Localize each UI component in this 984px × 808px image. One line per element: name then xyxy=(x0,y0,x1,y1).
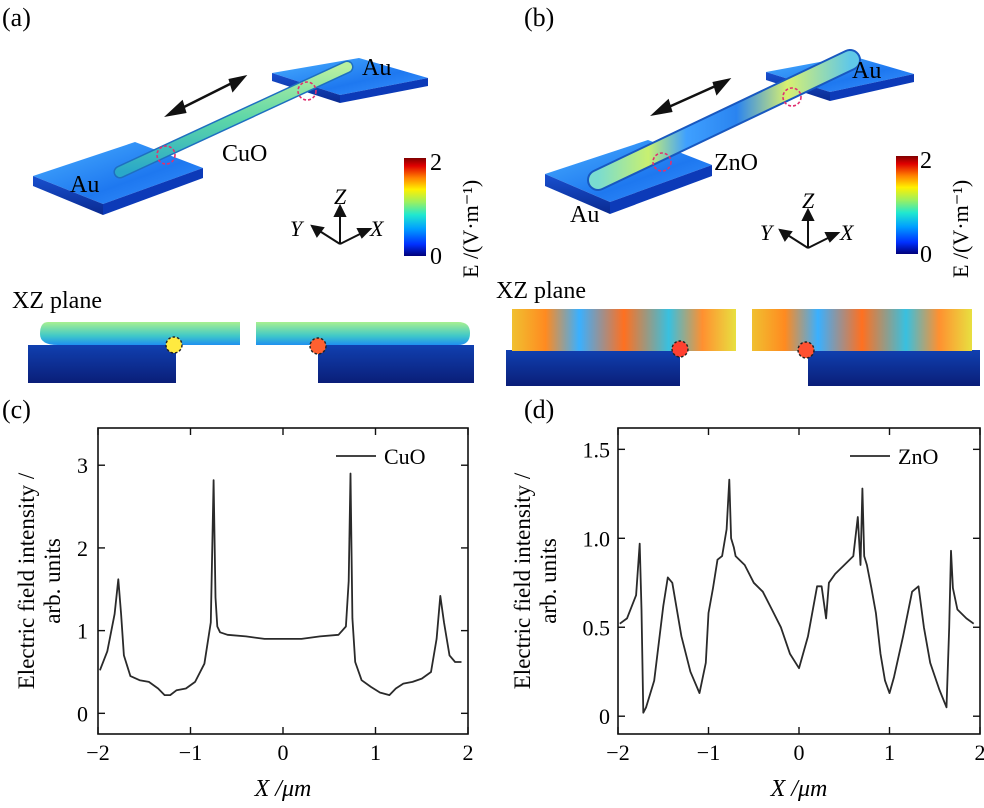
colorbar-min: 0 xyxy=(430,244,442,270)
axis-y-label: Y xyxy=(290,216,305,241)
colorbar-label: E /(V·m⁻¹) xyxy=(458,180,483,278)
axes-glyph-icon xyxy=(310,203,373,245)
series-line xyxy=(619,478,975,714)
x-tick-label: 1 xyxy=(370,740,381,765)
x-tick-label: −2 xyxy=(606,740,629,765)
double-arrow-icon xyxy=(164,75,248,117)
colorbar-label: E /(V·m⁻¹) xyxy=(948,180,973,278)
zno-nanowire xyxy=(587,49,861,191)
hotspot-marker xyxy=(782,87,802,107)
hotspot-marker xyxy=(671,340,689,358)
colorbar-max: 2 xyxy=(430,150,442,176)
plot-frame xyxy=(97,427,469,735)
au-label-b-left: Au xyxy=(570,202,599,228)
panel-d-letter: (d) xyxy=(524,395,554,424)
x-tick-label: −1 xyxy=(179,740,202,765)
au-label-b-right: Au xyxy=(852,58,881,84)
chart-zno: −2 −1 0 1 2 0 0.5 1.0 1.5 ZnO X /μm Electric field … xyxy=(510,427,984,802)
x-tick-label: 0 xyxy=(794,740,805,765)
axes-glyph-icon xyxy=(778,207,841,249)
axis-z-label: Z xyxy=(334,184,347,209)
y-tick-label: 1 xyxy=(77,619,88,644)
y-tick-label: 1.0 xyxy=(583,526,611,551)
axis-x-label: X xyxy=(369,216,385,241)
colorbar xyxy=(404,158,426,256)
x-tick-label: 2 xyxy=(463,740,474,765)
hotspot-marker xyxy=(797,341,815,359)
xz-plane-label-b: XZ plane xyxy=(496,278,586,304)
panel-b-letter: (b) xyxy=(524,3,554,32)
axis-x-label: X xyxy=(839,220,855,245)
chart-cuo: −2 −1 0 1 2 0 1 2 3 CuO X /μm Electric field intens… xyxy=(14,427,474,802)
hotspot-marker xyxy=(297,81,317,101)
legend-label: ZnO xyxy=(898,444,938,469)
panel-c-letter: (c) xyxy=(2,395,31,424)
legend-label: CuO xyxy=(384,444,426,469)
hotspot-marker xyxy=(156,145,176,165)
cuo-label: CuO xyxy=(222,141,267,167)
au-label-a-right: Au xyxy=(362,55,391,81)
xz-plane-label-a: XZ plane xyxy=(12,288,102,314)
x-tick-label: −2 xyxy=(86,740,109,765)
x-tick-label: 2 xyxy=(975,740,984,765)
au-electrode-left xyxy=(33,142,203,215)
au-label-a-left: Au xyxy=(70,172,99,198)
y-tick-label: 2 xyxy=(77,536,88,561)
cuo-nanowire xyxy=(113,60,354,179)
xz-plane-section-a xyxy=(28,322,474,383)
xz-plane-section-b xyxy=(506,309,980,386)
y-tick-label: 3 xyxy=(77,453,88,478)
y-tick-label: 0 xyxy=(599,704,610,729)
zno-label: ZnO xyxy=(714,150,758,176)
x-tick-label: −1 xyxy=(697,740,720,765)
x-axis-label: X /μm xyxy=(254,776,312,802)
colorbar-max: 2 xyxy=(920,148,932,174)
plot-frame xyxy=(617,427,981,735)
x-tick-label: 0 xyxy=(278,740,289,765)
axis-y-label: Y xyxy=(760,220,775,245)
colorbar-min: 0 xyxy=(920,242,932,268)
colorbar xyxy=(896,156,918,254)
y-tick-label: 1.5 xyxy=(583,437,611,462)
hotspot-marker xyxy=(652,152,672,172)
x-tick-label: 1 xyxy=(884,740,895,765)
hotspot-marker xyxy=(309,337,327,355)
y-tick-label: 0.5 xyxy=(583,615,611,640)
y-axis-label: Electric field intensity /arb. units xyxy=(14,472,65,689)
double-arrow-icon xyxy=(650,78,732,116)
axis-z-label: Z xyxy=(802,188,815,213)
x-axis-label: X /μm xyxy=(770,776,828,802)
hotspot-marker xyxy=(165,336,183,354)
series-line xyxy=(99,472,462,696)
panel-a-letter: (a) xyxy=(2,3,31,32)
y-tick-label: 0 xyxy=(77,701,88,726)
y-axis-label: Electric field intensity /arb. units xyxy=(510,472,561,689)
